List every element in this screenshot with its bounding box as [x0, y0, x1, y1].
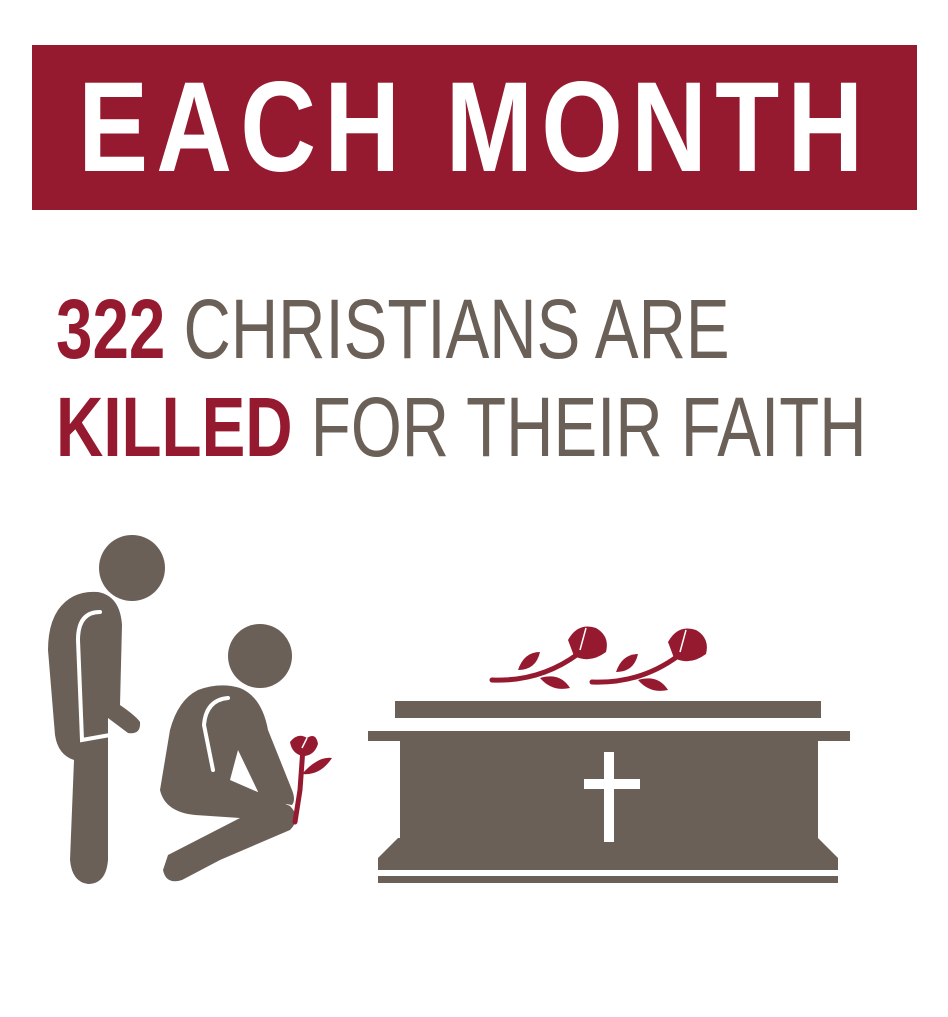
headline-line1-text: CHRISTIANS ARE — [183, 282, 730, 376]
headline-line2-text: FOR THEIR FAITH — [310, 380, 867, 474]
cross-icon — [584, 752, 640, 842]
header-banner: EACH MONTH — [32, 45, 917, 210]
headline-emphasis: KILLED — [56, 380, 293, 474]
roses-icon — [489, 626, 707, 691]
standing-mourner-icon — [48, 535, 165, 884]
headline-line-1: 322 CHRISTIANS ARE — [56, 287, 730, 371]
banner-title: EACH MONTH — [77, 55, 872, 199]
kneeling-mourner-icon — [160, 624, 296, 882]
rose-icon — [290, 735, 332, 825]
headline-number: 322 — [56, 282, 166, 376]
headline-line-2: KILLED FOR THEIR FAITH — [56, 385, 867, 469]
mourning-illustration — [48, 535, 850, 884]
